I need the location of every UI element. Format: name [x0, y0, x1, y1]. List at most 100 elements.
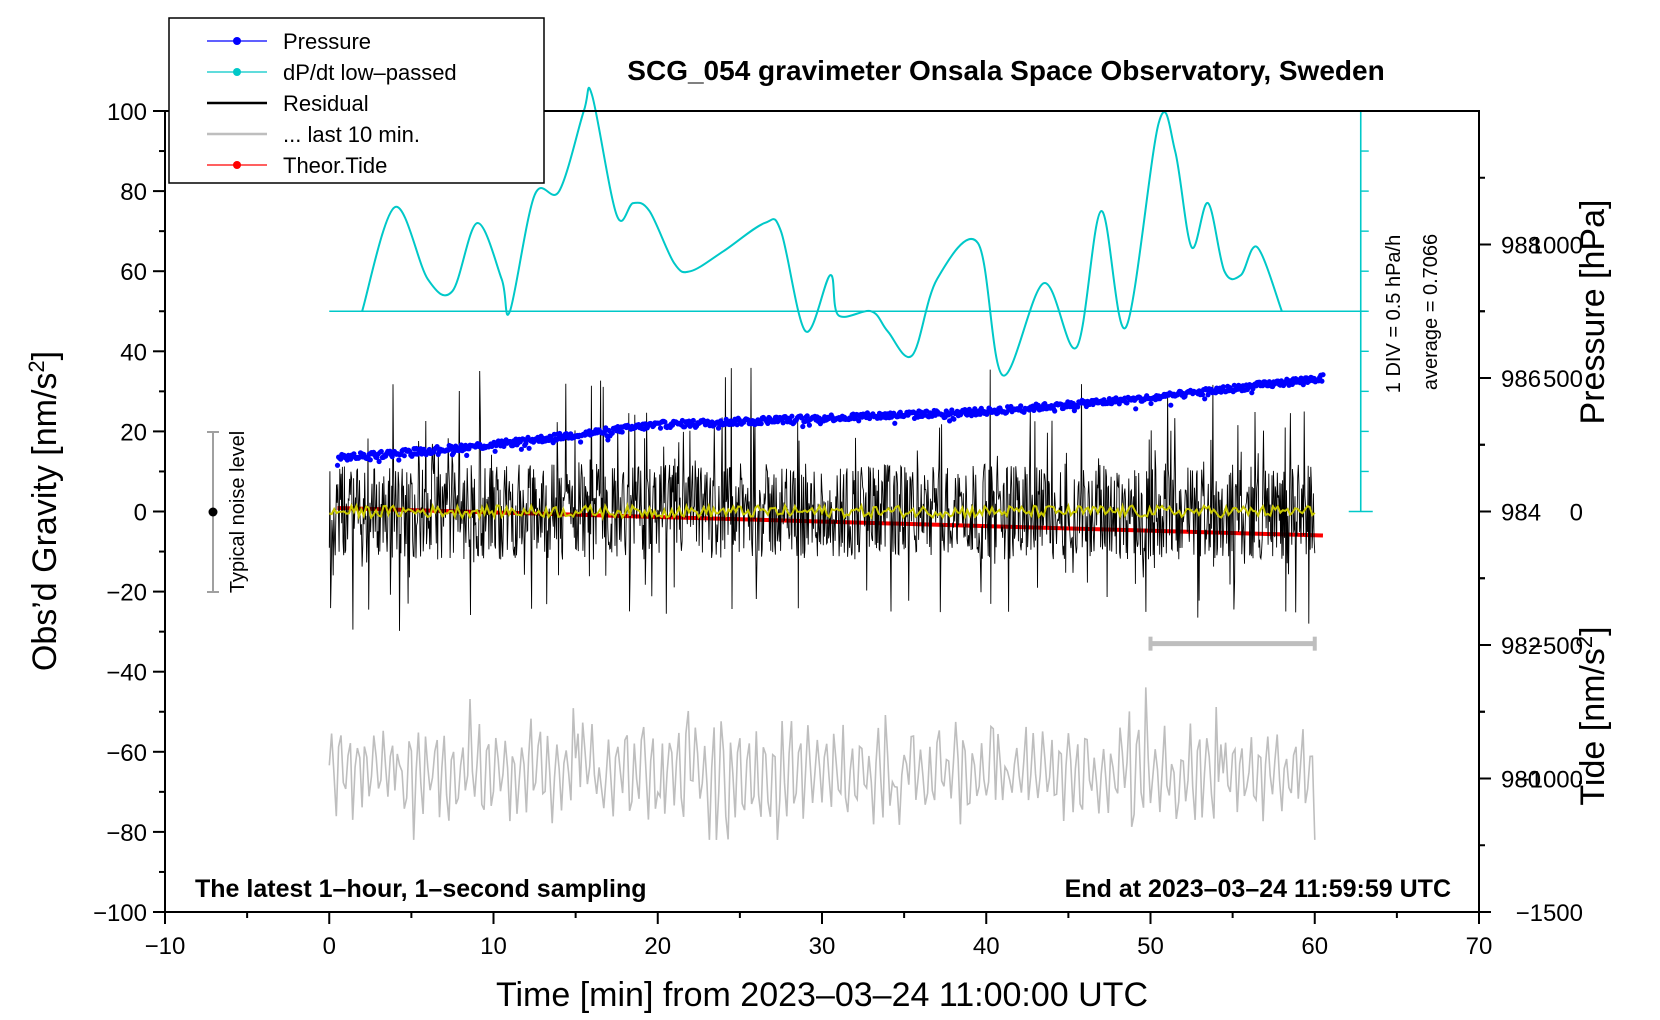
pressure-point	[1250, 386, 1256, 392]
pressure-point	[609, 430, 615, 436]
pressure-point	[1249, 390, 1255, 396]
series-layer	[328, 86, 1326, 840]
legend-swatch-marker	[233, 161, 241, 169]
pressure-point	[492, 448, 498, 454]
pressure-point	[780, 420, 786, 426]
pressure-point	[662, 419, 668, 425]
pressure-tick-label: 984	[1501, 500, 1541, 527]
pressure-point	[348, 456, 354, 462]
pressure-point	[1042, 401, 1048, 407]
pressure-point	[378, 448, 384, 455]
y-tick-label: 60	[120, 259, 147, 286]
tide-axis-title: Tide [nm/s2]	[1572, 626, 1612, 805]
pressure-point	[526, 445, 532, 451]
tide-axis-title-sup: 2	[1572, 636, 1597, 648]
pressure-point	[334, 462, 341, 468]
pressure-point	[523, 440, 529, 446]
noise-level-label: Typical noise level	[227, 431, 249, 593]
x-tick-label: 70	[1466, 933, 1493, 960]
tide-tick-label: −1000	[1516, 767, 1583, 794]
pressure-point	[951, 416, 957, 422]
chart-title: SCG_054 gravimeter Onsala Space Observat…	[627, 55, 1384, 86]
pressure-point	[518, 446, 525, 452]
pressure-point	[948, 411, 954, 417]
pressure-tick-label: 982	[1501, 633, 1541, 660]
noise-level-dot	[208, 507, 218, 517]
pressure-point	[1133, 406, 1139, 412]
subtitle-left: The latest 1–hour, 1–second sampling	[195, 875, 647, 903]
dpdt-average-label: average = 0.7066	[1420, 234, 1442, 390]
pressure-axis-title: Pressure [hPa]	[1574, 200, 1612, 425]
x-tick-label: 30	[809, 933, 836, 960]
pressure-point	[1319, 378, 1325, 384]
tide-tick-label: −1500	[1516, 900, 1583, 927]
pressure-point	[376, 458, 382, 465]
pressure-point	[1320, 372, 1326, 378]
tide-tick-label: 0	[1570, 500, 1583, 527]
x-tick-label: 20	[644, 933, 671, 960]
y-axis-title-sup: 2	[24, 360, 49, 372]
pressure-point	[1018, 403, 1024, 409]
pressure-point	[800, 423, 806, 430]
legend-swatch-marker	[233, 37, 241, 45]
y-tick-label: 40	[120, 339, 147, 366]
last-10-min-line	[328, 687, 1316, 840]
x-tick-label: −10	[145, 933, 186, 960]
legend-items: Pressure dP/dt low–passed Residual ... last…	[207, 29, 457, 178]
pressure-point	[501, 443, 507, 449]
y-tick-label: −20	[106, 580, 147, 607]
pressure-point	[1148, 400, 1154, 407]
pressure-point	[806, 422, 813, 428]
pressure-tick-label: 986	[1501, 366, 1541, 393]
legend-label: ... last 10 min.	[283, 122, 420, 147]
pressure-point	[578, 439, 584, 445]
axes-layer: −10 0 10 20 30 40 50 60 70100806040200−20−40−60−…	[93, 99, 1583, 960]
pressure-tick-label: 988	[1501, 233, 1541, 260]
dpdt-line	[361, 86, 1283, 377]
legend-swatch-marker	[233, 68, 241, 76]
pressure-point	[367, 457, 373, 463]
pressure-point	[464, 452, 470, 458]
y-tick-label: 20	[120, 419, 147, 446]
x-axis-title: Time [min] from 2023–03–24 11:00:00 UTC	[496, 976, 1148, 1014]
pressure-point	[856, 418, 862, 424]
tide-axis-title-main: Tide [nm/s	[1574, 648, 1612, 805]
legend-label: Theor.Tide	[283, 153, 387, 178]
legend-box	[168, 17, 545, 184]
tide-tick-label: 500	[1543, 366, 1583, 393]
legend-label: Pressure	[283, 29, 371, 54]
y-tick-label: −100	[93, 900, 147, 927]
pressure-point	[1090, 401, 1096, 408]
pressure-point	[758, 421, 764, 427]
pressure-point	[389, 454, 395, 460]
pressure-point	[1116, 401, 1122, 407]
pressure-point	[1202, 396, 1208, 402]
pressure-point	[413, 445, 419, 452]
x-tick-label: 50	[1137, 933, 1164, 960]
legend-label: Residual	[283, 91, 369, 116]
pressure-tick-label: 980	[1501, 767, 1541, 794]
x-tick-label: 60	[1301, 933, 1328, 960]
y-axis-title: Obs’d Gravity [nm/s2]	[24, 351, 64, 671]
x-tick-label: 0	[323, 933, 336, 960]
y-tick-label: −80	[106, 820, 147, 847]
pressure-point	[401, 453, 407, 459]
y-axis-title-main: Obs’d Gravity [nm/s	[26, 373, 64, 672]
y-tick-label: −60	[106, 740, 147, 767]
pressure-points	[334, 372, 1326, 468]
pressure-point	[396, 457, 402, 463]
pressure-point	[1168, 402, 1174, 408]
y-tick-label: 80	[120, 179, 147, 206]
pressure-point	[1205, 392, 1211, 398]
legend: Pressure dP/dt low–passed Residual ... last…	[168, 17, 545, 184]
legend-label: dP/dt low–passed	[283, 60, 457, 85]
pressure-point	[448, 443, 454, 449]
pressure-point	[657, 425, 664, 431]
noise-level-indicator: Typical noise level	[207, 431, 249, 593]
dpdt-scale-label: 1 DIV = 0.5 hPa/h	[1383, 235, 1405, 393]
pressure-point	[605, 437, 611, 443]
pressure-point	[892, 420, 898, 426]
pressure-point	[1124, 400, 1130, 406]
tide-axis-title-end: ]	[1574, 626, 1612, 635]
